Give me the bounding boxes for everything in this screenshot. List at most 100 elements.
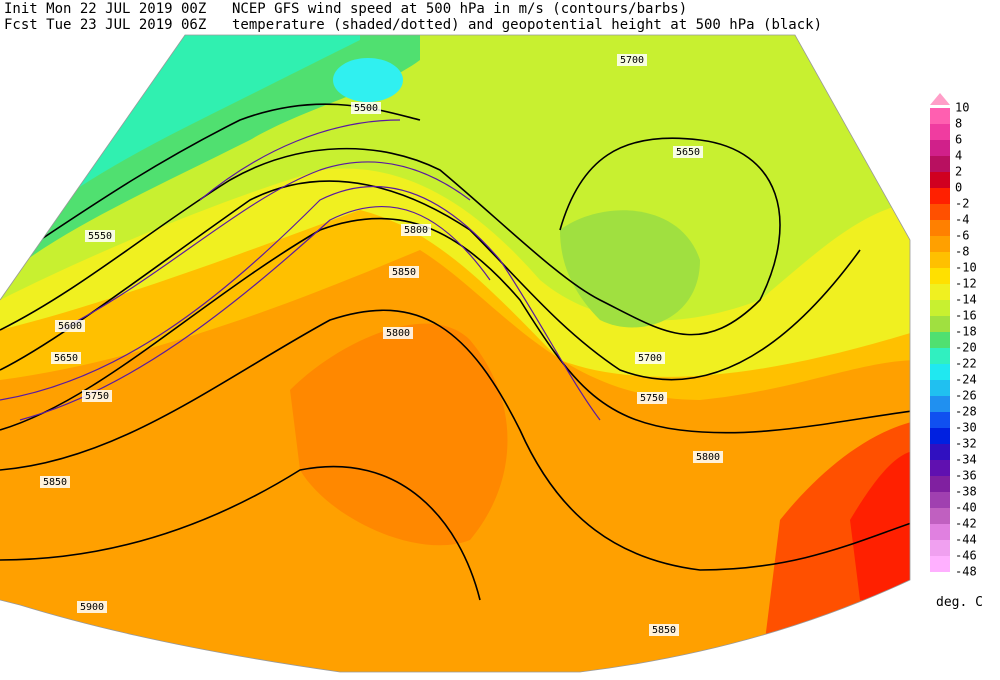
colorbar-swatch [930, 492, 950, 508]
temperature-shading [0, 35, 910, 672]
colorbar-label: -48 [955, 565, 977, 579]
colorbar-label: -20 [955, 341, 977, 355]
colorbar-label: 6 [955, 133, 962, 147]
colorbar-label: -2 [955, 197, 969, 211]
contour-label-bg [635, 352, 665, 364]
colorbar-label: -10 [955, 261, 977, 275]
title-line-1: NCEP GFS wind speed at 500 hPa in m/s (c… [232, 1, 687, 17]
contour-label-bg [673, 146, 703, 158]
contour-label: 5500 [354, 103, 378, 114]
colorbar-label: -42 [955, 517, 977, 531]
colorbar-swatch [930, 396, 950, 412]
contour-label: 5750 [640, 393, 664, 404]
colorbar-label: 10 [955, 101, 969, 115]
colorbar-swatch [930, 140, 950, 156]
colorbar-label: -4 [955, 213, 969, 227]
colorbar-label: -16 [955, 309, 977, 323]
contour-label: 5850 [43, 477, 67, 488]
colorbar-swatch [930, 188, 950, 204]
colorbar-swatch [930, 172, 950, 188]
contour-label: 5800 [404, 225, 428, 236]
colorbar-swatch [930, 236, 950, 252]
contour-label-bg [82, 390, 112, 402]
colorbar-label: -32 [955, 437, 977, 451]
contour-label-bg [649, 624, 679, 636]
contour-label: 5650 [54, 353, 78, 364]
title-line-2: temperature (shaded/dotted) and geopoten… [232, 17, 822, 33]
forecast-label: Fcst Tue 23 JUL 2019 06Z [4, 17, 206, 33]
contour-label-bg [51, 352, 81, 364]
colorbar-swatch [930, 556, 950, 572]
colorbar-swatch [930, 252, 950, 268]
contour-label: 5850 [392, 267, 416, 278]
contour-label-bg [55, 320, 85, 332]
contour-label: 5750 [85, 391, 109, 402]
contour-label-bg [637, 392, 667, 404]
contour-label-bg [383, 327, 413, 339]
contour-label-bg [351, 102, 381, 114]
colorbar-swatch [930, 156, 950, 172]
colorbar-swatch [930, 284, 950, 300]
contour-label-bg [389, 266, 419, 278]
init-label: Init Mon 22 JUL 2019 00Z [4, 1, 206, 17]
colorbar-swatch [930, 364, 950, 380]
contour-label: 5850 [652, 625, 676, 636]
colorbar-label: -38 [955, 485, 977, 499]
colorbar-label: -12 [955, 277, 977, 291]
colorbar-swatch [930, 476, 950, 492]
contour-label: 5800 [386, 328, 410, 339]
contour-label-bg [693, 451, 723, 463]
colorbar-swatch [930, 380, 950, 396]
colorbar-swatch [930, 348, 950, 364]
colorbar-swatch [930, 444, 950, 460]
colorbar-label: -26 [955, 389, 977, 403]
wind-contours [0, 119, 601, 421]
colorbar-unit: deg. C [936, 595, 983, 610]
contour-label: 5900 [80, 602, 104, 613]
colorbar-label: -24 [955, 373, 977, 387]
colorbar-swatch [930, 268, 950, 284]
colorbar-swatch [930, 412, 950, 428]
colorbar-label: -6 [955, 229, 969, 243]
colorbar-swatch [930, 428, 950, 444]
colorbar-swatch [930, 124, 950, 140]
colorbar-label: -46 [955, 549, 977, 563]
colorbar-label: 0 [955, 181, 962, 195]
domain-border [0, 34, 911, 673]
colorbar-label: -36 [955, 469, 977, 483]
contour-label: 5700 [638, 353, 662, 364]
colorbar-label: 2 [955, 165, 962, 179]
contour-label-bg [40, 476, 70, 488]
contour-label-bg [77, 601, 107, 613]
contour-label: 5600 [58, 321, 82, 332]
colorbar-label: 4 [955, 149, 962, 163]
colorbar-label: -34 [955, 453, 977, 467]
contour-label: 5650 [676, 147, 700, 158]
colorbar-swatch [930, 300, 950, 316]
height-contours [0, 103, 910, 601]
colorbar-swatch [930, 108, 950, 124]
contour-label-bg [617, 54, 647, 66]
colorbar-label: -14 [955, 293, 977, 307]
colorbar-label: -28 [955, 405, 977, 419]
contour-label: 5700 [620, 55, 644, 66]
contour-label: 5550 [88, 231, 112, 242]
colorbar-label: 8 [955, 117, 962, 131]
colorbar-swatch [930, 540, 950, 556]
contour-label-bg [85, 230, 115, 242]
colorbar-label: -30 [955, 421, 977, 435]
colorbar-label: -22 [955, 357, 977, 371]
colorbar-label: -40 [955, 501, 977, 515]
colorbar-swatch [930, 316, 950, 332]
colorbar-label: -8 [955, 245, 969, 259]
contour-label: 5800 [696, 452, 720, 463]
contour-label-bg [401, 224, 431, 236]
colorbar-swatch [930, 220, 950, 236]
colorbar-label: -18 [955, 325, 977, 339]
colorbar-swatch [930, 524, 950, 540]
colorbar-label: -44 [955, 533, 977, 547]
colorbar-swatch [930, 204, 950, 220]
colorbar-arrow [930, 93, 950, 105]
